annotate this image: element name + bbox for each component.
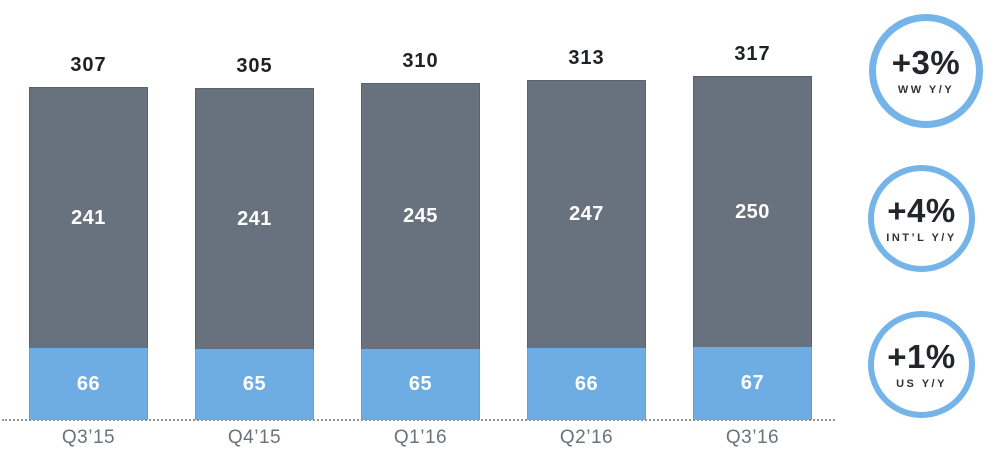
intl-segment: 241 — [29, 87, 148, 348]
intl-value-label: 245 — [403, 205, 438, 227]
intl-value-label: 241 — [237, 207, 272, 230]
dotted-baseline — [2, 419, 835, 421]
us-segment: 65 — [195, 349, 314, 420]
us-segment: 66 — [527, 348, 646, 420]
bar-column: 305 241 65 — [195, 55, 314, 420]
us-value-label: 65 — [242, 373, 267, 395]
badge-value: +1% — [887, 337, 956, 375]
total-label: 305 — [236, 55, 273, 77]
x-axis-label: Q4’15 — [227, 427, 282, 448]
bar-column: 310 245 65 — [361, 50, 480, 420]
us-value-label: 66 — [574, 372, 599, 395]
badge-label: INT’L Y/Y — [886, 231, 957, 244]
badge-value: +4% — [887, 191, 956, 229]
x-axis-label: Q2’16 — [559, 427, 614, 448]
badge-label: US Y/Y — [896, 377, 947, 390]
intl-value-label: 247 — [569, 203, 604, 225]
intl-value-label: 241 — [71, 206, 106, 229]
total-label: 307 — [70, 54, 107, 76]
growth-badge-us: +1% US Y/Y — [868, 311, 975, 418]
total-label: 313 — [568, 47, 605, 69]
bar-column: 317 250 67 — [693, 43, 812, 420]
bar-column: 313 247 66 — [527, 47, 646, 420]
x-axis-label: Q3’16 — [725, 427, 780, 448]
growth-badge-ww: +3% WW Y/Y — [869, 14, 983, 128]
us-segment: 67 — [693, 347, 812, 420]
us-value-label: 67 — [740, 372, 765, 394]
x-axis: Q3’15 Q4’15 Q1’16 Q2’16 Q3’16 — [29, 427, 812, 449]
badge-label: WW Y/Y — [897, 84, 955, 96]
intl-segment: 250 — [693, 76, 812, 347]
us-segment: 66 — [29, 348, 148, 420]
intl-segment: 247 — [527, 80, 646, 348]
intl-segment: 241 — [195, 88, 314, 349]
bar-column: 307 241 66 — [29, 54, 148, 420]
us-value-label: 65 — [408, 373, 433, 395]
badge-value: +3% — [891, 44, 961, 81]
intl-segment: 245 — [361, 83, 480, 349]
total-label: 317 — [734, 43, 771, 65]
x-axis-label: Q1’16 — [393, 427, 448, 448]
intl-value-label: 250 — [735, 200, 770, 223]
x-axis-label: Q3’15 — [61, 427, 116, 448]
us-value-label: 66 — [76, 372, 101, 395]
growth-badge-intl: +4% INT’L Y/Y — [868, 165, 975, 272]
plot-area: 307 241 66 305 241 65 310 — [2, 0, 835, 449]
total-label: 310 — [402, 50, 439, 72]
bar-series: 307 241 66 305 241 65 310 — [29, 0, 812, 420]
us-segment: 65 — [361, 349, 480, 420]
